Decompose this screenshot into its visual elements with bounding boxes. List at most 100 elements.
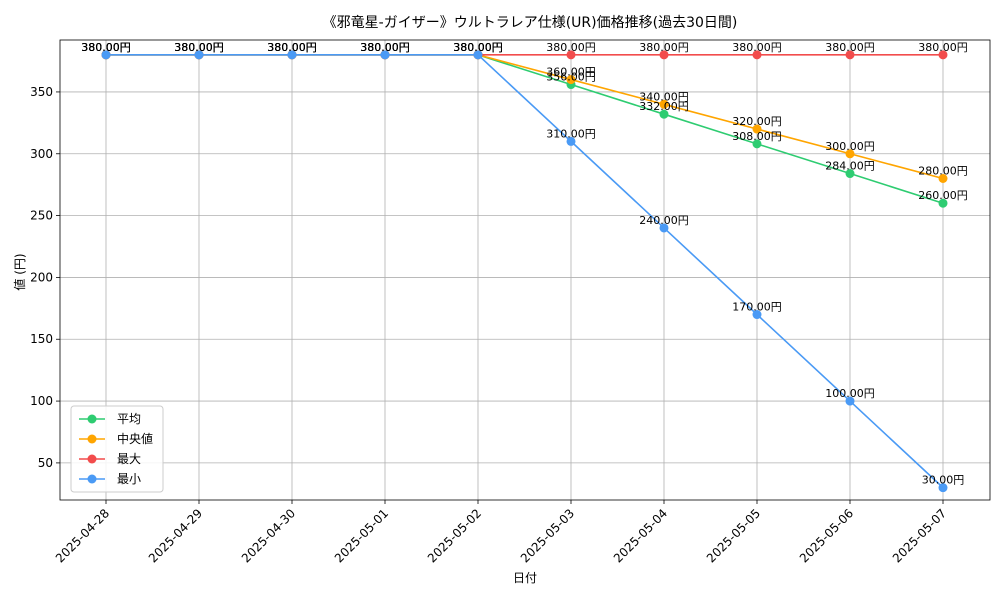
data-label: 380.00円 — [81, 41, 131, 54]
data-label: 380.00円 — [546, 41, 596, 54]
x-tick-label: 2025-04-28 — [53, 506, 112, 565]
data-point — [938, 173, 948, 183]
legend-swatch-marker — [87, 434, 97, 444]
data-label: 380.00円 — [267, 41, 317, 54]
data-point — [566, 50, 576, 60]
data-label: 380.00円 — [267, 41, 317, 54]
data-point — [380, 50, 390, 60]
legend-swatch-marker — [87, 414, 97, 424]
grid — [60, 40, 990, 500]
data-point — [752, 50, 762, 60]
data-label: 380.00円 — [174, 41, 224, 54]
data-label: 280.00円 — [918, 164, 968, 177]
data-label: 240.00円 — [639, 214, 689, 227]
data-label: 356.00円 — [546, 71, 596, 84]
data-label: 380.00円 — [360, 41, 410, 54]
x-tick-label: 2025-04-30 — [239, 506, 298, 565]
data-point — [473, 50, 483, 60]
data-label: 380.00円 — [453, 41, 503, 54]
data-label: 380.00円 — [81, 41, 131, 54]
y-tick-label: 300 — [30, 147, 53, 161]
y-tick-label: 50 — [38, 456, 53, 470]
data-label: 380.00円 — [174, 41, 224, 54]
data-label: 380.00円 — [174, 41, 224, 54]
data-label: 360.00円 — [546, 66, 596, 79]
data-label: 380.00円 — [360, 41, 410, 54]
data-label: 380.00円 — [453, 41, 503, 54]
data-point — [845, 396, 855, 406]
data-point — [938, 50, 948, 60]
data-label: 380.00円 — [825, 41, 875, 54]
data-point — [287, 50, 297, 60]
data-point — [659, 109, 669, 119]
data-label: 380.00円 — [267, 41, 317, 54]
legend-swatch-marker — [87, 474, 97, 484]
data-label: 380.00円 — [360, 41, 410, 54]
series-line — [106, 54, 944, 489]
data-point — [194, 50, 204, 60]
data-point — [659, 223, 669, 233]
data-label: 284.00円 — [825, 160, 875, 173]
data-point — [659, 50, 669, 60]
data-label: 380.00円 — [267, 41, 317, 54]
data-label: 30.00円 — [922, 474, 965, 487]
data-label: 308.00円 — [732, 130, 782, 143]
data-point — [659, 99, 669, 109]
plot-frame — [59, 39, 991, 501]
x-tick-label: 2025-05-03 — [518, 506, 577, 565]
data-point — [566, 75, 576, 85]
x-axis-label: 日付 — [513, 571, 537, 585]
data-point — [101, 50, 111, 60]
data-label: 300.00円 — [825, 140, 875, 153]
legend-entry: 最大 — [117, 452, 141, 466]
data-point — [845, 169, 855, 179]
data-point — [752, 124, 762, 134]
series-line — [106, 54, 944, 204]
data-label: 340.00円 — [639, 90, 689, 103]
legend-entry: 中央値 — [117, 431, 153, 446]
legend-entry: 最小 — [117, 472, 141, 486]
data-label: 380.00円 — [360, 41, 410, 54]
data-label: 380.00円 — [639, 41, 689, 54]
x-tick-label: 2025-05-06 — [797, 506, 856, 565]
data-point — [845, 50, 855, 60]
y-tick-label: 250 — [30, 209, 53, 223]
data-label: 380.00円 — [81, 41, 131, 54]
x-tick-label: 2025-05-02 — [425, 506, 484, 565]
data-point — [845, 149, 855, 159]
data-label: 380.00円 — [174, 41, 224, 54]
x-tick-label: 2025-05-01 — [332, 506, 391, 565]
y-tick-label: 200 — [30, 270, 53, 284]
chart-title: 《邪竜星-ガイザー》ウルトラレア仕様(UR)価格推移(過去30日間) — [323, 14, 738, 31]
y-tick-label: 350 — [30, 85, 53, 99]
data-label: 100.00円 — [825, 387, 875, 400]
legend-entry: 平均 — [117, 412, 141, 426]
x-tick-label: 2025-04-29 — [146, 506, 205, 565]
data-point — [752, 139, 762, 149]
data-label: 380.00円 — [453, 41, 503, 54]
x-tick-label: 2025-05-04 — [611, 506, 670, 565]
data-label: 260.00円 — [918, 189, 968, 202]
y-axis-label: 値 (円) — [12, 253, 27, 290]
legend-box — [70, 405, 164, 493]
data-point — [566, 136, 576, 146]
series — [101, 50, 948, 493]
y-tick-label: 150 — [30, 332, 53, 346]
series-line — [106, 54, 944, 180]
x-tick-label: 2025-05-07 — [890, 506, 949, 565]
data-label: 380.00円 — [453, 41, 503, 54]
x-tick-label: 2025-05-05 — [704, 506, 763, 565]
y-tick-label: 100 — [30, 394, 53, 408]
data-label: 380.00円 — [81, 41, 131, 54]
data-point — [752, 310, 762, 320]
axes: 2025-04-28 2025-04-29 2025-04-30 2025-05-01… — [30, 39, 991, 565]
legend-swatch-marker — [87, 454, 97, 464]
data-label: 320.00円 — [732, 115, 782, 128]
data-labels: 380.00円 380.00円 380.00円 380.00円 380.00円 356.0… — [81, 41, 968, 487]
data-label: 380.00円 — [732, 41, 782, 54]
data-label: 310.00円 — [546, 127, 596, 140]
data-point — [938, 198, 948, 208]
data-label: 332.00円 — [639, 100, 689, 113]
